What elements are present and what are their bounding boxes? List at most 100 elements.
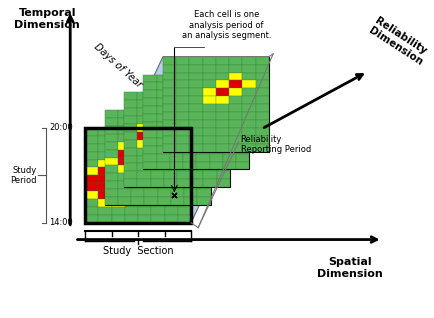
- Polygon shape: [105, 142, 118, 150]
- Polygon shape: [157, 154, 170, 162]
- Polygon shape: [151, 92, 164, 100]
- Polygon shape: [229, 144, 242, 152]
- Polygon shape: [223, 114, 236, 122]
- Polygon shape: [197, 134, 210, 142]
- Polygon shape: [157, 90, 170, 98]
- Polygon shape: [144, 154, 157, 162]
- Polygon shape: [217, 100, 230, 108]
- Polygon shape: [229, 104, 242, 112]
- Polygon shape: [229, 73, 242, 80]
- Polygon shape: [118, 142, 131, 150]
- Polygon shape: [99, 152, 112, 160]
- Polygon shape: [85, 136, 99, 144]
- Polygon shape: [125, 215, 138, 223]
- Polygon shape: [203, 73, 216, 80]
- Polygon shape: [137, 179, 151, 187]
- Polygon shape: [236, 90, 250, 98]
- Polygon shape: [204, 100, 217, 108]
- Polygon shape: [210, 106, 223, 114]
- Polygon shape: [124, 92, 137, 100]
- Polygon shape: [204, 132, 217, 140]
- Polygon shape: [189, 96, 203, 104]
- Polygon shape: [151, 156, 164, 163]
- Polygon shape: [177, 100, 190, 108]
- Polygon shape: [197, 189, 210, 197]
- Polygon shape: [217, 92, 230, 100]
- Polygon shape: [144, 122, 157, 130]
- Polygon shape: [118, 165, 131, 173]
- Polygon shape: [105, 189, 118, 197]
- Polygon shape: [189, 136, 203, 144]
- Polygon shape: [164, 116, 177, 124]
- Polygon shape: [223, 82, 236, 90]
- Polygon shape: [164, 124, 177, 132]
- Polygon shape: [138, 160, 151, 168]
- Polygon shape: [170, 106, 183, 114]
- Polygon shape: [164, 100, 177, 108]
- Polygon shape: [163, 73, 176, 80]
- Polygon shape: [157, 162, 170, 169]
- Polygon shape: [144, 138, 157, 146]
- Polygon shape: [229, 57, 242, 65]
- Polygon shape: [216, 112, 229, 120]
- Polygon shape: [112, 199, 125, 207]
- Polygon shape: [151, 132, 164, 140]
- Polygon shape: [197, 110, 210, 118]
- Polygon shape: [145, 197, 158, 205]
- Polygon shape: [223, 146, 236, 154]
- Polygon shape: [216, 57, 229, 65]
- Polygon shape: [163, 96, 176, 104]
- Polygon shape: [163, 104, 176, 112]
- Polygon shape: [184, 118, 197, 126]
- Polygon shape: [197, 162, 210, 169]
- Polygon shape: [131, 118, 145, 126]
- Polygon shape: [177, 156, 190, 163]
- Polygon shape: [216, 128, 229, 136]
- Polygon shape: [131, 142, 145, 150]
- Polygon shape: [138, 191, 151, 199]
- Polygon shape: [105, 110, 118, 118]
- Polygon shape: [177, 132, 190, 140]
- Polygon shape: [203, 96, 216, 104]
- Polygon shape: [124, 148, 137, 156]
- Polygon shape: [223, 98, 236, 106]
- Polygon shape: [184, 134, 197, 142]
- Polygon shape: [124, 100, 137, 108]
- Polygon shape: [171, 165, 184, 173]
- Polygon shape: [197, 150, 210, 157]
- Polygon shape: [189, 65, 203, 73]
- Polygon shape: [163, 128, 176, 136]
- Polygon shape: [164, 148, 177, 156]
- Polygon shape: [124, 140, 137, 148]
- Polygon shape: [203, 136, 216, 144]
- Polygon shape: [242, 120, 256, 128]
- Polygon shape: [105, 126, 118, 134]
- Polygon shape: [256, 144, 269, 152]
- Polygon shape: [158, 134, 171, 142]
- Polygon shape: [170, 98, 183, 106]
- Polygon shape: [178, 144, 191, 152]
- Polygon shape: [151, 124, 164, 132]
- Polygon shape: [145, 134, 158, 142]
- Polygon shape: [177, 163, 190, 171]
- Polygon shape: [178, 175, 191, 183]
- Polygon shape: [178, 160, 191, 168]
- Text: Study  Section: Study Section: [103, 246, 174, 257]
- Polygon shape: [217, 108, 230, 116]
- Polygon shape: [217, 179, 230, 187]
- Polygon shape: [105, 110, 210, 205]
- Polygon shape: [229, 80, 242, 88]
- Polygon shape: [145, 181, 158, 189]
- Polygon shape: [203, 128, 216, 136]
- Polygon shape: [178, 191, 191, 199]
- Polygon shape: [163, 144, 176, 152]
- Polygon shape: [204, 148, 217, 156]
- Polygon shape: [204, 140, 217, 148]
- Polygon shape: [138, 207, 151, 215]
- Polygon shape: [158, 189, 171, 197]
- Polygon shape: [144, 74, 157, 82]
- Polygon shape: [256, 104, 269, 112]
- Polygon shape: [184, 197, 197, 205]
- Polygon shape: [151, 144, 164, 152]
- Polygon shape: [158, 157, 171, 165]
